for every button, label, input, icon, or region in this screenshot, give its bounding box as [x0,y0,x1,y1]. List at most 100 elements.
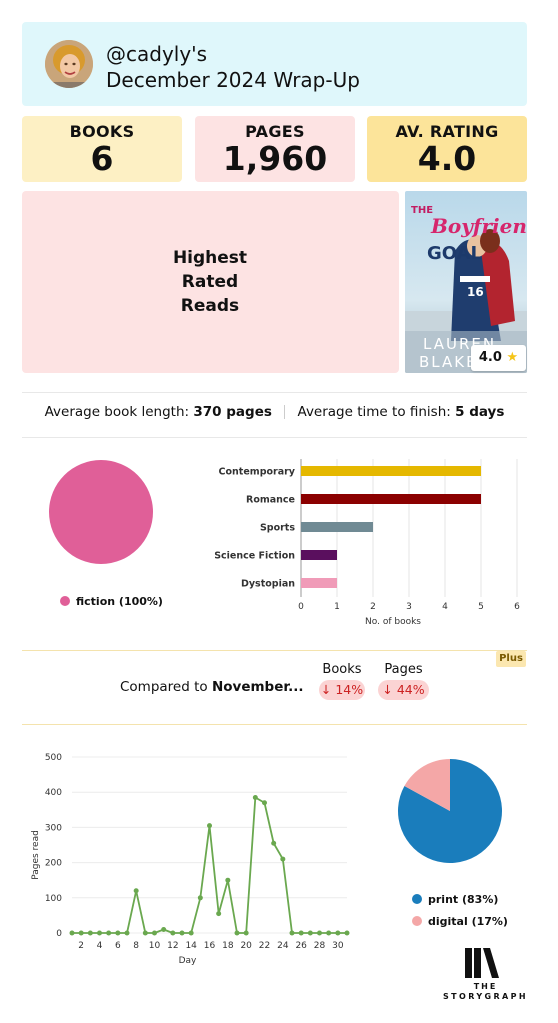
avg-length-label: Average book length: [44,404,190,420]
book-cover[interactable]: 16 THE Boyfriend GOAL LAUREN BLAKELY [405,191,527,373]
highest-rated-line1: Highest [172,248,248,268]
data-point [179,930,185,936]
data-point [197,895,203,901]
avg-time-label: Average time to finish: [297,404,451,420]
data-point [289,930,295,936]
legend-dot [412,893,422,904]
legend-label-digital: digital (17%) [428,915,508,928]
highest-rated-line3: Reads [180,296,240,316]
data-point [344,930,350,936]
x-tick-label: 6 [115,941,121,951]
highest-rated-heading: Highest Rated Reads [150,246,270,318]
legend-dot [412,915,422,926]
data-point [161,926,167,932]
divider [22,392,527,393]
books-change-header: Books [322,662,362,677]
data-point [326,930,332,936]
cover-title-word1: THE [411,205,433,216]
x-tick-label: 5 [478,602,484,612]
series-line [72,796,347,934]
data-point [216,911,222,917]
data-point [87,930,93,936]
x-tick-label: 4 [97,941,103,951]
stat-books-label: BOOKS [69,122,135,141]
highest-rated-panel [22,191,399,373]
pages-change-pill: ↓ 44% [378,680,429,700]
fiction-pie-chart [49,460,153,564]
legend-dot [60,595,70,606]
bar-dystopian [301,578,337,588]
data-point [335,930,341,936]
data-point [106,930,112,936]
data-point [78,930,84,936]
avatar[interactable] [45,40,93,88]
data-point [271,840,277,846]
avg-time-value: 5 days [455,404,505,420]
comparison-month: November... [211,679,304,695]
y-tick-label: 500 [45,753,62,763]
storygraph-logo-icon: THE STORYGRAPH [443,948,528,1001]
cover-title-word2: Boyfriend [430,214,527,238]
stat-pages-value: 1,960 [222,139,328,178]
data-point [170,930,176,936]
data-point [69,930,75,936]
legend-item-print: print (83%) [412,888,508,907]
cover-title-word3: GOAL [427,243,482,264]
stat-pages: PAGES 1,960 [195,116,355,182]
x-tick-label: 0 [298,602,304,612]
x-tick-label: 1 [334,602,340,612]
data-point [207,823,212,829]
stat-rating: AV. RATING 4.0 [367,116,527,182]
fiction-legend-label: fiction (100%) [76,595,163,608]
plus-badge: Plus [496,651,526,667]
data-point [97,930,102,936]
legend-label-print: print (83%) [428,893,499,906]
bar-science-fiction [301,550,337,560]
x-tick-label: 22 [259,941,270,951]
username: @cadyly's [106,42,208,66]
x-tick-label: 2 [78,941,84,951]
data-point [152,930,157,936]
separator [284,405,286,419]
x-tick-label: 8 [133,941,139,951]
bar-sports [301,522,373,532]
y-tick-label: 100 [45,894,62,904]
storygraph-logo[interactable]: THE STORYGRAPH [443,948,528,1004]
category-label: Science Fiction [214,551,295,562]
x-tick-label: 4 [442,602,448,612]
genre-bar-chart: 0 1 2 3 4 5 6 Contemporary Romance Sports Science … [214,459,520,627]
avatar-image [45,40,93,88]
divider [22,437,527,438]
y-tick-label: 0 [56,929,62,939]
fiction-legend: fiction (100%) [60,590,163,609]
stat-rating-value: 4.0 [417,139,477,178]
x-tick-label: 2 [370,602,376,612]
data-point [298,930,304,936]
x-tick-label: 6 [514,602,520,612]
comparison-label: Compared to November... [120,679,304,695]
x-axis-label: No. of books [365,617,421,627]
svg-text:16: 16 [467,285,484,299]
data-point [115,930,121,936]
book-rating-value: 4.0 [478,350,502,365]
pie-slice-digital [404,759,450,811]
category-label: Sports [260,523,295,534]
logo-line2: STORYGRAPH [443,992,528,1000]
data-point [307,930,313,936]
highest-rated-line2: Rated [181,272,239,292]
y-tick-label: 200 [45,859,62,869]
data-point [262,800,267,806]
data-point [243,930,249,936]
legend-item-digital: digital (17%) [412,910,508,929]
data-point [225,877,231,883]
comparison-prefix: Compared to [120,679,212,695]
y-axis-label: Pages read [31,830,41,880]
x-tick-label: 10 [149,941,161,951]
x-tick-label: 26 [295,941,307,951]
category-label: Romance [246,495,295,506]
x-tick-label: 28 [314,941,326,951]
bar-romance [301,494,481,504]
data-point [124,930,130,936]
category-label: Dystopian [241,579,295,590]
x-tick-label: 16 [204,941,216,951]
